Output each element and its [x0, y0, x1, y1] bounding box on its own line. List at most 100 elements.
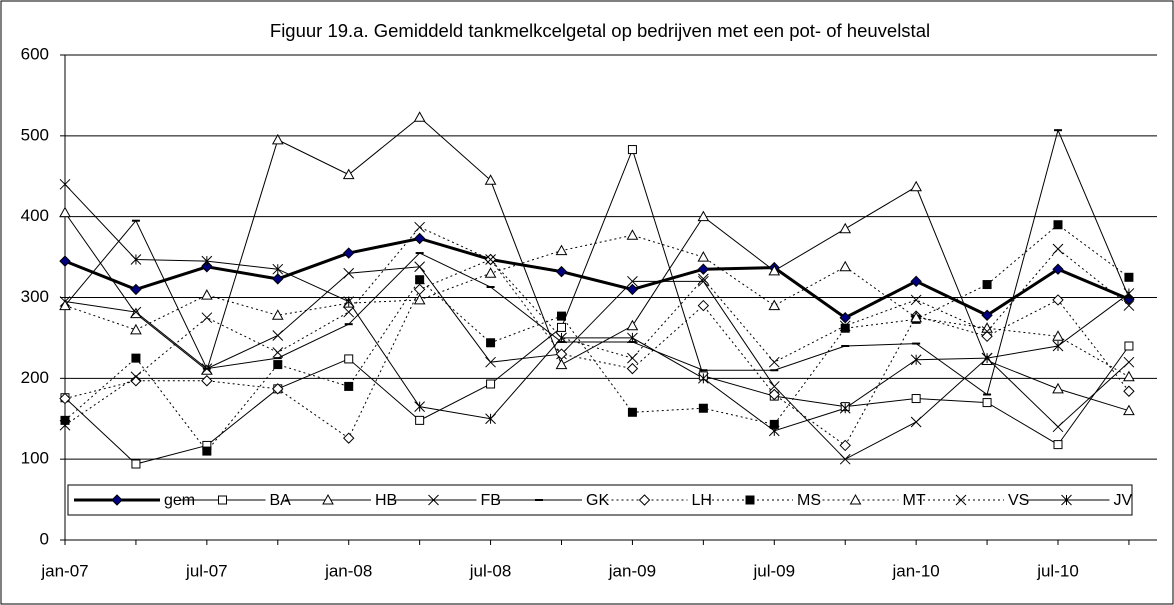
marker — [626, 283, 639, 296]
marker — [557, 322, 566, 332]
legend: gem BA HB FB GK LH MS MT VS JV — [67, 484, 1133, 516]
marker — [697, 210, 710, 222]
marker — [130, 307, 142, 319]
marker — [768, 356, 780, 368]
marker — [697, 263, 710, 275]
marker — [555, 358, 568, 370]
marker — [697, 251, 710, 262]
marker — [1123, 385, 1135, 397]
marker — [698, 273, 709, 285]
marker — [839, 453, 851, 465]
marker — [910, 275, 922, 288]
marker — [343, 432, 355, 444]
series-line — [64, 128, 1130, 396]
marker — [59, 178, 71, 190]
marker — [413, 111, 426, 122]
x-tick-label: jan-07 — [40, 561, 88, 580]
marker — [1053, 220, 1063, 230]
marker — [910, 416, 922, 428]
marker — [638, 494, 651, 506]
marker — [839, 260, 852, 272]
marker — [131, 459, 141, 469]
marker — [273, 360, 283, 370]
legend-label: LH — [692, 492, 712, 509]
marker — [413, 232, 426, 245]
legend-label: MT — [903, 492, 926, 509]
marker — [272, 383, 284, 395]
marker — [414, 221, 425, 233]
series-line — [64, 226, 1130, 426]
marker — [344, 381, 354, 391]
marker — [555, 244, 568, 256]
marker — [272, 263, 284, 275]
marker — [955, 494, 967, 506]
marker — [698, 275, 709, 287]
y-tick-label: 300 — [21, 287, 49, 306]
marker — [839, 402, 851, 414]
marker — [271, 309, 284, 320]
marker — [485, 254, 496, 265]
chart-title: Figuur 19.a. Gemiddeld tankmelkcelgetal … — [270, 20, 930, 41]
marker — [131, 353, 141, 363]
marker — [59, 299, 71, 311]
marker — [768, 264, 781, 276]
x-tick-label: jul-07 — [185, 561, 228, 580]
marker — [343, 296, 355, 307]
marker — [910, 180, 922, 192]
marker — [1052, 243, 1064, 255]
marker — [415, 275, 425, 285]
marker — [342, 168, 355, 180]
legend-label: HB — [375, 492, 397, 509]
marker — [840, 323, 850, 333]
marker — [484, 267, 497, 278]
marker — [130, 283, 142, 296]
marker — [911, 394, 921, 404]
marker — [910, 311, 922, 323]
marker — [1061, 494, 1072, 506]
marker — [111, 494, 123, 506]
marker — [130, 375, 142, 387]
marker — [272, 347, 284, 358]
x-tick-label: jul-10 — [1036, 561, 1079, 580]
marker — [697, 299, 710, 312]
marker — [1123, 404, 1135, 416]
marker — [1052, 340, 1064, 352]
marker — [627, 352, 638, 364]
marker — [271, 133, 284, 145]
series-line — [64, 224, 1130, 452]
marker — [626, 319, 639, 331]
marker — [556, 332, 567, 344]
marker — [428, 494, 439, 506]
marker — [130, 323, 142, 335]
marker — [745, 495, 755, 505]
marker — [627, 407, 637, 417]
marker — [202, 446, 212, 456]
marker — [627, 332, 638, 344]
legend-label: GK — [586, 492, 609, 509]
marker — [59, 255, 71, 267]
marker — [839, 320, 851, 332]
marker — [485, 356, 496, 368]
legend-label: MS — [797, 492, 821, 509]
marker — [1123, 300, 1135, 311]
marker — [344, 354, 354, 364]
marker — [201, 364, 213, 375]
y-tick-label: 400 — [21, 206, 49, 225]
marker — [1052, 263, 1064, 275]
marker — [1052, 421, 1064, 433]
series-line — [64, 236, 1130, 320]
marker — [130, 306, 142, 318]
marker — [981, 309, 993, 321]
marker — [272, 330, 284, 341]
marker — [698, 372, 709, 384]
series-line — [64, 116, 1130, 412]
marker — [60, 415, 70, 425]
marker — [981, 322, 993, 333]
marker — [555, 348, 568, 360]
series-line — [64, 148, 1130, 465]
series-line — [64, 234, 1130, 378]
marker — [849, 493, 862, 505]
marker — [1052, 294, 1064, 306]
legend-label: VS — [1008, 492, 1029, 509]
